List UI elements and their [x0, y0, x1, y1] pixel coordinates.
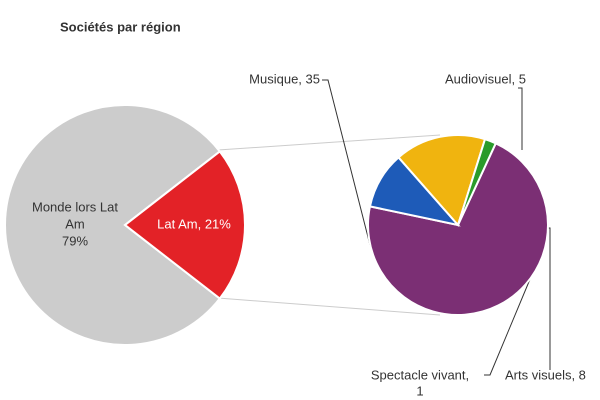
leader-line: [322, 79, 371, 246]
pie-slice: [4, 104, 222, 346]
pie-slice: [457, 137, 498, 226]
data-label: Musique, 35: [249, 71, 320, 86]
data-label: Lat Am, 21%: [157, 216, 231, 231]
connector-line: [217, 134, 441, 151]
data-label: Audiovisuel, 5: [445, 71, 526, 86]
leader-line: [518, 87, 523, 150]
pie-slice: [367, 141, 549, 316]
leader-line: [548, 227, 551, 370]
pie-slice: [397, 134, 487, 227]
data-label: Arts visuels, 8: [505, 367, 586, 382]
chart-title: Sociétés par région: [60, 19, 181, 34]
leader-line: [484, 271, 534, 376]
data-label: 1: [416, 383, 423, 398]
data-label: 79%: [62, 233, 88, 248]
data-label: Monde lors Lat: [32, 199, 118, 214]
pie-slice: [123, 150, 246, 300]
connector-line: [217, 297, 441, 316]
data-label: Spectacle vivant,: [371, 367, 469, 382]
data-label: Am: [65, 216, 85, 231]
